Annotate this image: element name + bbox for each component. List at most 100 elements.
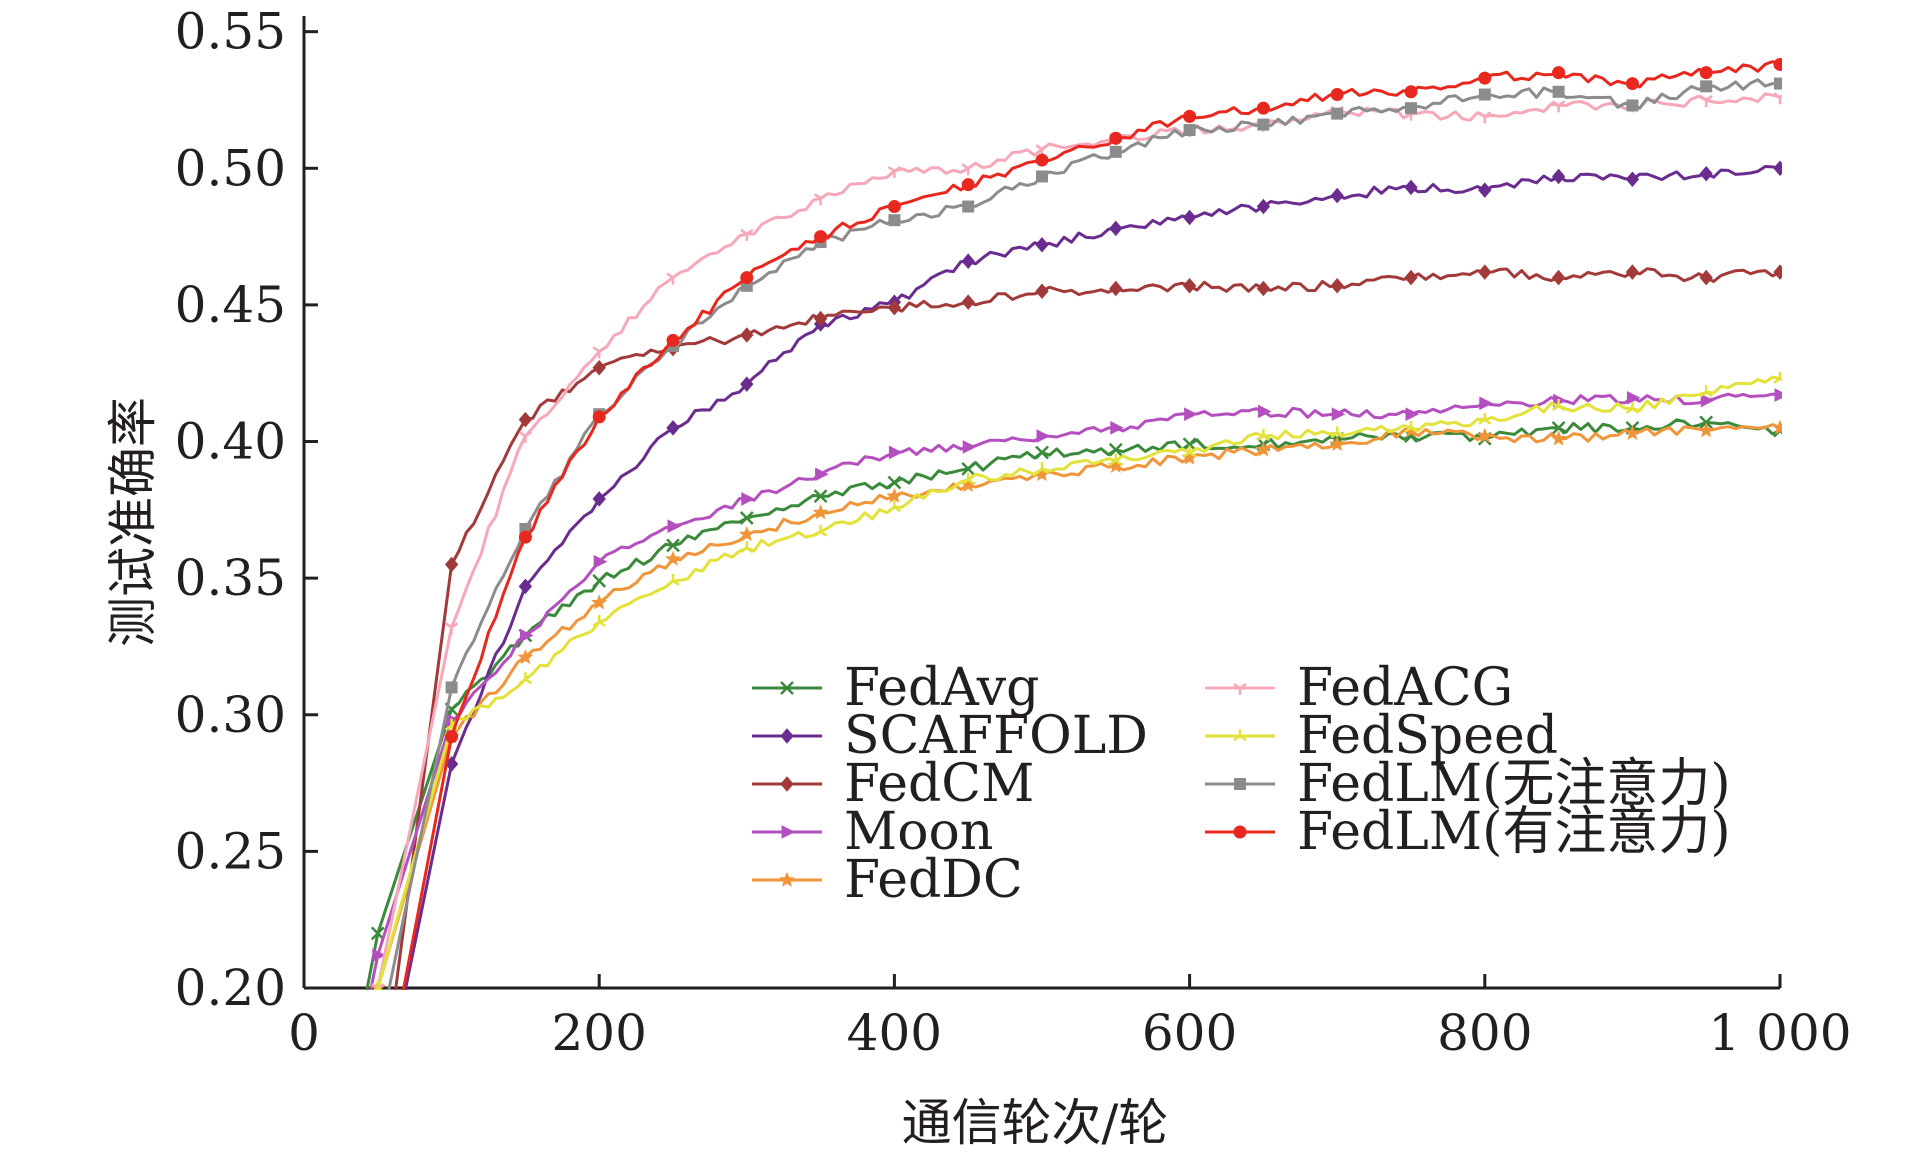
legend-swatch-marker — [780, 681, 794, 695]
legend-swatch-marker — [1234, 778, 1246, 790]
data-point — [1700, 393, 1715, 408]
data-point — [1183, 124, 1196, 137]
data-point — [593, 554, 608, 569]
data-point — [1035, 153, 1049, 167]
data-point — [445, 681, 458, 694]
data-point — [592, 573, 607, 588]
data-point — [813, 310, 828, 327]
data-point — [1331, 407, 1346, 422]
series-line — [375, 423, 1782, 990]
data-point — [740, 327, 754, 343]
data-point — [1552, 85, 1565, 98]
data-point — [887, 299, 902, 316]
data-point — [1551, 168, 1566, 185]
data-point — [1774, 388, 1782, 402]
data-point — [1478, 182, 1492, 198]
data-point — [1257, 118, 1270, 131]
data-point — [962, 200, 975, 213]
data-point — [1478, 264, 1492, 280]
legend-swatch-marker — [1233, 682, 1247, 695]
data-point — [1331, 107, 1344, 120]
data-point — [1108, 442, 1123, 457]
data-point — [372, 1037, 383, 1048]
data-point — [1256, 101, 1270, 115]
legend-item: SCAFFOLD — [752, 706, 1148, 766]
data-point — [1255, 441, 1272, 457]
data-point — [666, 573, 680, 586]
data-point — [1109, 145, 1122, 158]
data-point — [887, 475, 902, 490]
y-tick-label: 0.20 — [175, 959, 286, 1017]
data-point — [1036, 170, 1048, 183]
legend-item: FedACG — [1205, 658, 1513, 718]
legend-label: FedSpeed — [1297, 706, 1558, 766]
legend-label: Moon — [844, 802, 993, 862]
data-point — [740, 271, 754, 285]
data-point — [1035, 237, 1049, 253]
data-point — [1182, 437, 1197, 452]
data-point — [518, 530, 532, 544]
legend-swatch-marker — [1233, 729, 1247, 742]
legend-item: FedLM(有注意力) — [1205, 802, 1731, 862]
data-point — [592, 491, 606, 507]
x-axis-title: 通信轮次/轮 — [902, 1094, 1169, 1152]
data-point — [1404, 179, 1418, 196]
data-point — [1330, 187, 1344, 204]
data-point — [444, 556, 459, 573]
legend-item: FedSpeed — [1205, 706, 1558, 766]
x-tick-label: 1 000 — [1708, 1004, 1851, 1062]
series-line — [403, 165, 1782, 990]
data-point — [1550, 430, 1567, 446]
data-point — [813, 193, 828, 206]
x-tick-label: 400 — [847, 1004, 942, 1062]
x-tick-label: 800 — [1437, 1004, 1532, 1062]
data-point — [1182, 278, 1197, 294]
data-point — [1036, 429, 1051, 443]
data-point — [887, 500, 902, 513]
data-point — [813, 489, 828, 504]
legend-swatch-marker — [781, 825, 796, 839]
data-point — [372, 981, 384, 990]
data-point — [1551, 399, 1566, 412]
data-point — [592, 359, 606, 376]
data-point — [1552, 66, 1566, 80]
data-point — [1626, 390, 1641, 405]
data-point — [666, 420, 680, 436]
data-point — [738, 526, 755, 542]
data-point — [372, 948, 386, 963]
data-point — [1773, 57, 1782, 71]
data-point — [1773, 264, 1782, 280]
y-tick-label: 0.50 — [175, 139, 286, 197]
data-point — [372, 1118, 384, 1132]
series-line — [375, 92, 1782, 990]
data-point — [1035, 283, 1049, 300]
data-point — [1035, 461, 1049, 474]
legend-item: Moon — [752, 802, 993, 862]
data-point — [1035, 445, 1049, 460]
data-point — [1700, 80, 1713, 93]
data-point — [961, 294, 975, 310]
data-point — [1109, 131, 1123, 145]
data-point — [1404, 269, 1418, 286]
data-point — [741, 492, 755, 506]
data-point — [1625, 264, 1640, 280]
data-point — [519, 628, 534, 643]
series-line — [365, 418, 1782, 990]
data-point — [666, 272, 680, 285]
data-point — [740, 541, 754, 554]
legend-item: FedLM(无注意力) — [1205, 754, 1731, 814]
data-point — [444, 622, 459, 635]
data-point — [1774, 77, 1782, 90]
data-point — [1330, 278, 1344, 294]
y-tick-label: 0.30 — [175, 686, 286, 744]
y-tick-label: 0.40 — [175, 413, 286, 471]
series-line — [375, 375, 1782, 990]
legend-item: FedAvg — [752, 658, 1039, 718]
data-point — [1699, 165, 1713, 182]
data-point — [1476, 427, 1493, 443]
series-line — [369, 392, 1782, 990]
data-point — [1699, 66, 1713, 80]
data-point — [886, 487, 903, 503]
data-point — [813, 524, 828, 537]
data-point — [1183, 109, 1197, 123]
